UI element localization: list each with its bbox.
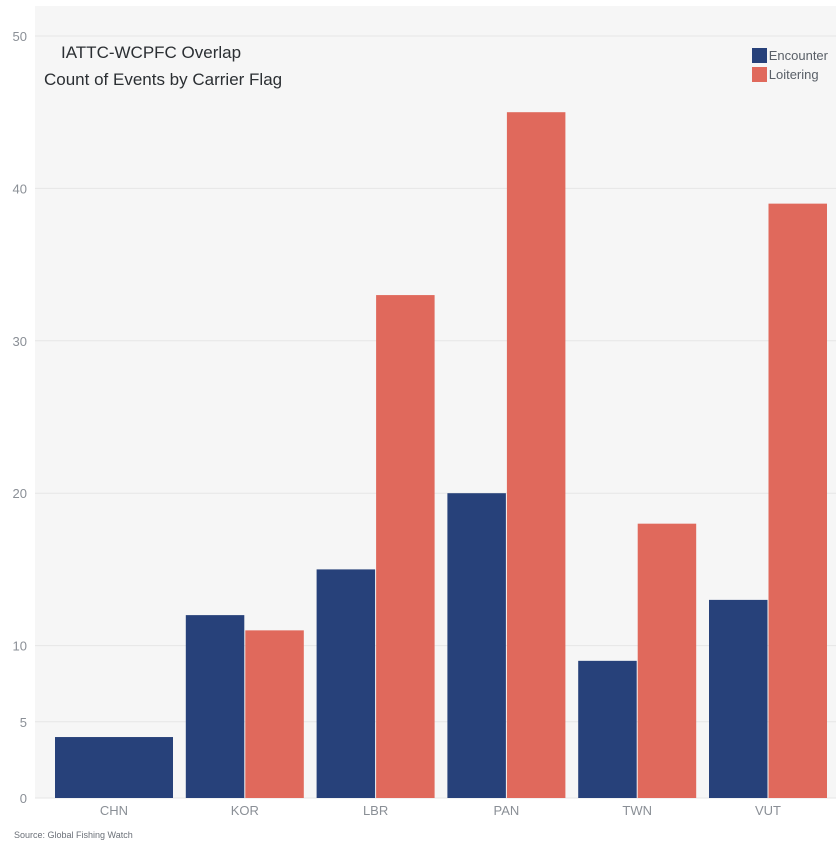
- bar-encounter-lbr: [316, 569, 376, 798]
- bars: [55, 112, 827, 798]
- x-tick-label: VUT: [755, 803, 781, 818]
- y-tick-label: 5: [20, 715, 27, 730]
- y-tick-label: 0: [20, 791, 27, 806]
- bar-encounter-kor: [185, 615, 245, 798]
- bar-loitering-pan: [506, 112, 566, 798]
- legend-swatch-encounter: [751, 48, 767, 63]
- x-axis-ticks: CHN KOR LBR PAN TWN VUT: [100, 803, 781, 818]
- legend-item-encounter: Encounter: [751, 46, 828, 65]
- bar-loitering-kor: [245, 630, 304, 798]
- legend-item-loitering: Loitering: [751, 65, 828, 84]
- x-tick-label: PAN: [494, 803, 520, 818]
- y-tick-label: 40: [13, 181, 27, 196]
- chart-title-line-2: Count of Events by Carrier Flag: [44, 70, 283, 89]
- x-tick-label: CHN: [100, 803, 128, 818]
- y-tick-label: 20: [13, 486, 27, 501]
- x-tick-label: LBR: [363, 803, 388, 818]
- y-axis-ticks: 0 5 10 20 30 40 50: [13, 29, 27, 806]
- bar-loitering-lbr: [376, 295, 435, 798]
- bar-encounter-twn: [578, 660, 637, 798]
- x-tick-label: KOR: [231, 803, 259, 818]
- x-tick-label: TWN: [622, 803, 652, 818]
- legend-label-loitering: Loitering: [768, 67, 819, 82]
- y-tick-label: 50: [13, 29, 27, 44]
- bar-encounter-chn: [55, 737, 173, 798]
- y-tick-label: 10: [13, 639, 27, 654]
- y-tick-label: 30: [13, 334, 27, 349]
- legend-swatch-loitering: [751, 67, 767, 82]
- bar-encounter-pan: [447, 493, 506, 798]
- legend-label-encounter: Encounter: [768, 48, 828, 63]
- source-note: Source: Global Fishing Watch: [14, 830, 133, 840]
- legend: Encounter Loitering: [751, 46, 828, 84]
- bar-loitering-vut: [768, 203, 827, 798]
- plot-panel: [35, 6, 836, 798]
- chart-title-line-1: IATTC-WCPFC Overlap: [61, 43, 242, 62]
- bar-loitering-twn: [637, 523, 697, 798]
- bar-encounter-vut: [709, 599, 768, 798]
